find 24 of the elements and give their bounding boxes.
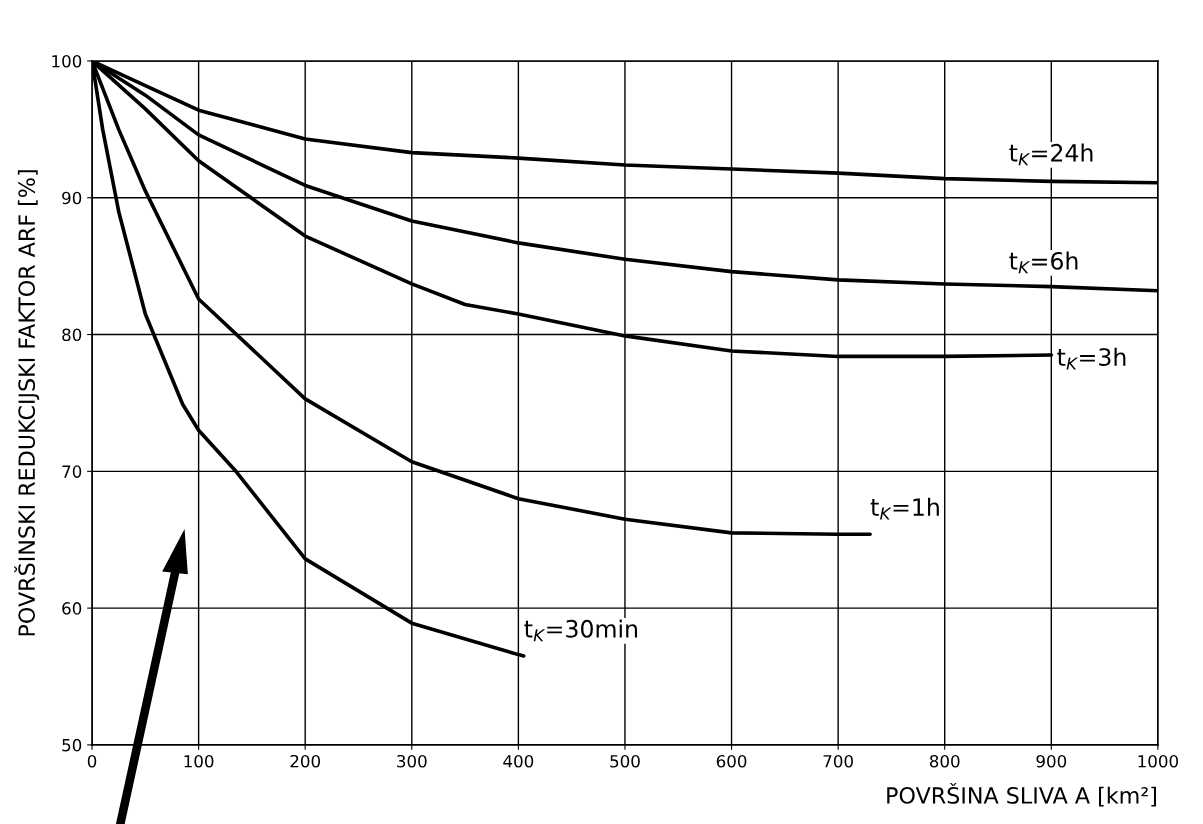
series-label: t$_{K}$=1h [870,497,939,520]
x-tick-label: 200 [290,754,320,768]
x-tick-label: 400 [503,754,534,768]
x-tick-label: 900 [1036,754,1067,768]
series-label: t$_{K}$=24h [1009,143,1093,166]
y-tick-label: 90 [62,191,82,205]
x-tick-label: 0 [87,754,97,768]
x-tick-label: 300 [397,754,427,768]
x-tick-label: 100 [184,754,214,768]
x-tick-label: 600 [716,754,747,768]
y-tick-label: 70 [62,465,82,478]
y-tick-label: 80 [62,328,82,342]
x-tick-label: 500 [610,754,640,768]
y-tick-label: 100 [52,54,82,68]
y-axis-title: POVRŠINSKI REDUKCIJSKI FAKTOR ARF [%] [14,170,40,636]
series-label: t$_{K}$=30min [524,619,638,642]
y-tick-label: 60 [62,602,82,615]
series-label: t$_{K}$=3h [1057,347,1126,370]
x-axis-title: POVRŠINA SLIVA A [km²] [887,782,1156,807]
series-label: t$_{K}$=6h [1009,251,1078,274]
x-tick-label: 700 [823,754,853,768]
y-tick-label: 50 [62,738,82,752]
x-tick-label: 1000 [1138,754,1178,768]
x-tick-label: 800 [929,754,960,768]
